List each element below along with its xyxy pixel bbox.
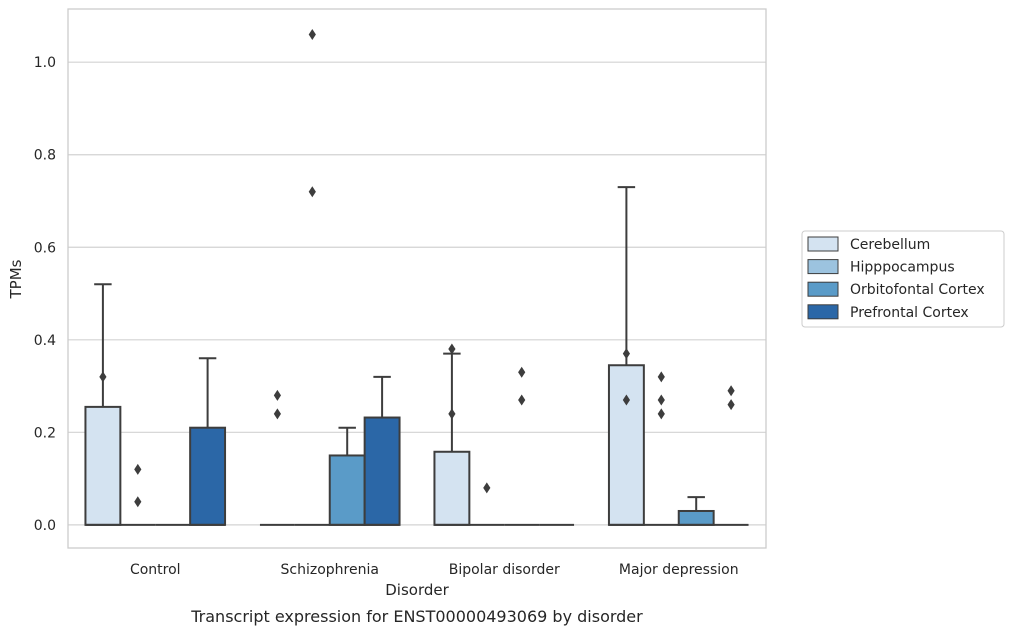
box-3-1: [363, 375, 401, 526]
box-0-1: [259, 389, 295, 526]
box-2-1: [328, 426, 366, 526]
outlier-point: [273, 389, 281, 401]
box-layer: [84, 28, 749, 526]
y-tick-label: 0.4: [34, 333, 56, 349]
legend-label: Orbitofontal Cortex: [850, 282, 985, 298]
outlier-point: [518, 394, 526, 406]
box-body: [677, 509, 715, 526]
legend-frame: [801, 230, 1005, 328]
legend-label: Hipppocampus: [850, 260, 955, 276]
box-0-3: [607, 186, 645, 526]
x-tick-label: Bipolar disorder: [449, 562, 560, 578]
box-0-0: [84, 283, 122, 526]
legend: Cerebellum Hipppocampus Orbitofontal Corte…: [801, 230, 1005, 328]
outlier-point: [657, 408, 665, 420]
outlier-point: [308, 28, 316, 40]
grid-lines: [68, 61, 766, 526]
outlier-point: [657, 394, 665, 406]
legend-swatch: [807, 236, 839, 252]
outlier-point: [727, 385, 735, 397]
box-body: [433, 450, 471, 526]
outlier-point: [99, 371, 107, 383]
box-body: [363, 416, 401, 526]
box-1-3: [643, 371, 679, 526]
box-1-0: [120, 463, 156, 526]
legend-label: Prefrontal Cortex: [850, 305, 969, 321]
x-axis-title: Disorder: [385, 581, 449, 599]
box-3-0: [189, 357, 227, 526]
outlier-point: [273, 408, 281, 420]
legend-swatch: [807, 281, 839, 297]
box-3-3: [713, 385, 749, 526]
outlier-point: [448, 408, 456, 420]
outlier-point: [134, 463, 142, 475]
y-tick-label: 0.2: [34, 425, 56, 441]
box-2-2: [504, 366, 540, 526]
box-1-1: [294, 28, 330, 526]
legend-label: Cerebellum: [850, 237, 930, 253]
box-body: [607, 364, 645, 526]
plot-frame: [67, 8, 767, 549]
box-body: [189, 426, 227, 526]
outlier-point: [657, 371, 665, 383]
legend-swatch: [807, 304, 839, 320]
outlier-point: [308, 186, 316, 198]
outlier-point: [134, 496, 142, 508]
chart-caption: Transcript expression for ENST0000049306…: [190, 607, 643, 626]
box-body: [84, 405, 122, 526]
y-axis-title: TPMs: [7, 259, 25, 299]
x-tick-labels: Control Schizophrenia Bipolar disorder Majo…: [130, 562, 739, 578]
outlier-point: [518, 366, 526, 378]
y-tick-label: 0.0: [34, 518, 56, 534]
legend-swatch: [807, 259, 839, 275]
box-0-2: [433, 343, 471, 526]
box-2-3: [677, 496, 715, 526]
y-tick-label: 1.0: [34, 55, 56, 71]
y-tick-labels: 0.0 0.2 0.4 0.6 0.8 1.0: [34, 55, 56, 534]
box-body: [328, 454, 366, 526]
x-tick-label: Control: [130, 562, 181, 578]
outlier-point: [483, 482, 491, 494]
x-tick-label: Major depression: [619, 562, 739, 578]
outlier-point: [622, 348, 630, 360]
y-tick-label: 0.6: [34, 240, 56, 256]
y-tick-label: 0.8: [34, 148, 56, 164]
outlier-point: [622, 394, 630, 406]
outlier-point: [448, 343, 456, 355]
x-tick-label: Schizophrenia: [281, 562, 379, 578]
box-1-2: [469, 482, 505, 526]
outlier-point: [727, 399, 735, 411]
